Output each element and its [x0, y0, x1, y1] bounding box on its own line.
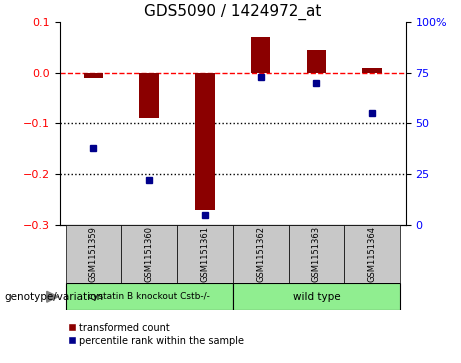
- Bar: [307, 50, 326, 73]
- Text: GSM1151359: GSM1151359: [89, 226, 98, 282]
- Legend: transformed count, percentile rank within the sample: transformed count, percentile rank withi…: [65, 319, 248, 350]
- Bar: [195, 73, 215, 210]
- Polygon shape: [47, 291, 58, 302]
- Bar: [139, 73, 159, 118]
- Text: wild type: wild type: [293, 292, 340, 302]
- Bar: [65, 283, 233, 310]
- Text: GSM1151364: GSM1151364: [368, 226, 377, 282]
- Title: GDS5090 / 1424972_at: GDS5090 / 1424972_at: [144, 4, 321, 20]
- Bar: [121, 225, 177, 283]
- Bar: [233, 225, 289, 283]
- Bar: [251, 37, 271, 73]
- Bar: [344, 225, 400, 283]
- Text: GSM1151361: GSM1151361: [201, 226, 209, 282]
- Bar: [233, 283, 400, 310]
- Text: genotype/variation: genotype/variation: [5, 292, 104, 302]
- Bar: [65, 225, 121, 283]
- Text: GSM1151363: GSM1151363: [312, 226, 321, 282]
- Bar: [177, 225, 233, 283]
- Bar: [362, 68, 382, 73]
- Text: GSM1151360: GSM1151360: [145, 226, 154, 282]
- Bar: [289, 225, 344, 283]
- Bar: [83, 73, 103, 78]
- Text: GSM1151362: GSM1151362: [256, 226, 265, 282]
- Text: cystatin B knockout Cstb-/-: cystatin B knockout Cstb-/-: [88, 292, 210, 301]
